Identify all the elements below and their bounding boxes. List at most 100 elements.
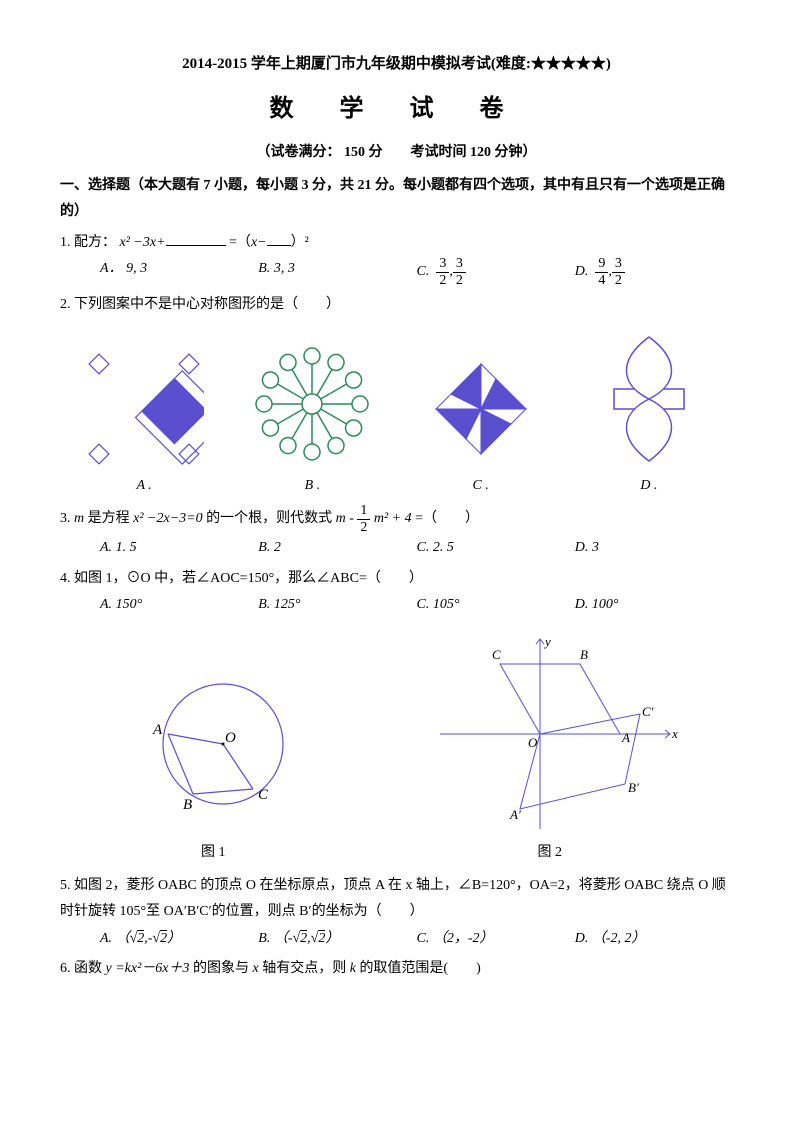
question-2: 2. 下列图案中不是中心对称图形的是（ ）	[60, 292, 733, 319]
svg-text:C′: C′	[642, 704, 654, 719]
q2-fig-c	[397, 349, 565, 469]
q6a: 6. 函数	[60, 961, 106, 976]
lbl: A.	[100, 540, 112, 555]
q1c-d1: 2	[436, 273, 449, 288]
doc-title-line2: 数 学 试 卷	[60, 87, 733, 133]
score-info: （试卷满分： 150 分	[257, 145, 383, 160]
q1-d-frac1: 94	[595, 256, 608, 288]
pattern-d-icon	[599, 329, 699, 469]
opt-label-b: B.	[258, 261, 270, 276]
q1d-n2: 3	[612, 256, 625, 272]
q2-fig-b	[228, 339, 396, 469]
figure-2: O x y A B C C′ B′ A′	[420, 634, 680, 834]
q1-opt-b: B. 3, 3	[258, 256, 416, 288]
p: （	[116, 931, 130, 946]
lbl: C.	[417, 597, 430, 612]
figure-labels: 图 1 图 2	[60, 840, 733, 867]
q5-opt-d: D. （-2, 2）	[575, 926, 733, 953]
m: ,-	[144, 931, 152, 946]
q1c-d2: 2	[453, 273, 466, 288]
q1d-n1: 9	[595, 256, 608, 272]
svg-text:O: O	[528, 735, 538, 750]
figure-pair: A O B C O x y A	[60, 634, 733, 834]
svg-text:O: O	[225, 730, 236, 746]
opt-label-a: A．	[100, 261, 123, 276]
m: ,	[307, 931, 311, 946]
svg-text:A: A	[621, 730, 630, 745]
question-1: 1. 配方： x² −3x+ =（x−）²	[60, 230, 733, 257]
q1-c-frac2: 32	[453, 256, 466, 288]
question-5: 5. 如图 2，菱形 OABC 的顶点 O 在坐标原点，顶点 A 在 x 轴上，…	[60, 873, 733, 926]
circle-diagram-icon: A O B C	[113, 664, 313, 834]
lbl: D.	[575, 931, 589, 946]
q4-opt-c: C. 105°	[417, 592, 575, 619]
q2-figures	[60, 329, 733, 469]
lbl: B.	[258, 540, 270, 555]
q5-options: A. （√2,-√2） B. （-√2,√2） C. （2，-2） D. （-2…	[60, 926, 733, 953]
q1-opt-c: C. 32,32	[417, 256, 575, 288]
q3c: 2. 5	[433, 540, 454, 555]
q6b: 的图象与	[190, 961, 253, 976]
q3-opt-a: A. 1. 5	[100, 535, 258, 562]
q3-opt-b: B. 2	[258, 535, 416, 562]
q3b: 2	[274, 540, 281, 555]
q3-m: m	[74, 512, 84, 527]
q5b-val: （-√2,√2）	[274, 930, 340, 946]
lbl: C.	[417, 540, 430, 555]
lbl: C.	[417, 931, 430, 946]
fig2-label: 图 2	[420, 840, 680, 867]
lbl: D.	[575, 597, 589, 612]
question-4: 4. 如图 1，⊙O 中，若∠AOC=150°，那么∠ABC=（ ）	[60, 566, 733, 593]
q5-opt-a: A. （√2,-√2）	[100, 926, 258, 953]
question-3: 3. m 是方程 x² −2x−3=0 的一个根，则代数式 m - 12 m² …	[60, 503, 733, 535]
q1d-d1: 4	[595, 273, 608, 288]
q3a: 1. 5	[116, 540, 137, 555]
q1-a-val: 9, 3	[126, 261, 147, 276]
time-info: 考试时间 120 分钟）	[411, 145, 537, 160]
q3-opt-c: C. 2. 5	[417, 535, 575, 562]
q3-a: 3.	[60, 512, 74, 527]
svg-text:A′: A′	[509, 807, 521, 822]
svg-text:y: y	[543, 634, 551, 649]
lbl: D.	[575, 540, 589, 555]
fig1-label: 图 1	[113, 840, 313, 867]
opt-label-d: D.	[575, 265, 589, 280]
q1-d-frac2: 32	[612, 256, 625, 288]
q1-stem-a: 1. 配方：	[60, 235, 116, 250]
q3-options: A. 1. 5 B. 2 C. 2. 5 D. 3	[60, 535, 733, 562]
q1-expr2: x−	[251, 235, 267, 250]
p: （-	[274, 931, 293, 946]
q4b: 125°	[274, 597, 301, 612]
pattern-b-icon	[247, 339, 377, 469]
svg-text:A: A	[152, 722, 163, 738]
q5a-val: （√2,-√2）	[116, 930, 182, 946]
q1-expr1: x² −3x+	[120, 235, 166, 250]
q1d-d2: 2	[612, 273, 625, 288]
q3-fn: 1	[357, 503, 370, 519]
po: ）	[325, 931, 339, 946]
q3-fd: 2	[357, 520, 370, 535]
q4-opt-d: D. 100°	[575, 592, 733, 619]
svg-text:C: C	[258, 787, 269, 803]
q1-b-val: 3, 3	[274, 261, 295, 276]
doc-title-line1: 2014-2015 学年上期厦门市九年级期中模拟考试(难度:★★★★★)	[60, 50, 733, 79]
q2-label-b: B .	[228, 473, 396, 500]
q1-opt-d: D. 94,32	[575, 256, 733, 288]
q1-opt-a: A． 9, 3	[100, 256, 258, 288]
q1-stem-c: ）²	[291, 235, 309, 250]
q5-opt-c: C. （2，-2）	[417, 926, 575, 953]
q1c-n2: 3	[453, 256, 466, 272]
svg-text:B: B	[580, 647, 588, 662]
q2-label-d: D .	[565, 473, 733, 500]
q1-blank2	[267, 231, 291, 246]
question-6: 6. 函数 y =kx²－6x＋3 的图象与 x 轴有交点，则 k 的取值范围是…	[60, 956, 733, 983]
lbl: B.	[258, 597, 270, 612]
q2-fig-d	[565, 329, 733, 469]
q5d: （-2, 2）	[592, 931, 646, 946]
q4c: 105°	[433, 597, 460, 612]
q4a: 150°	[116, 597, 143, 612]
q2-labels: A . B . C . D .	[60, 473, 733, 500]
doc-title-line3: （试卷满分： 150 分 考试时间 120 分钟）	[60, 140, 733, 167]
q4-opt-b: B. 125°	[258, 592, 416, 619]
lbl: B.	[258, 931, 270, 946]
